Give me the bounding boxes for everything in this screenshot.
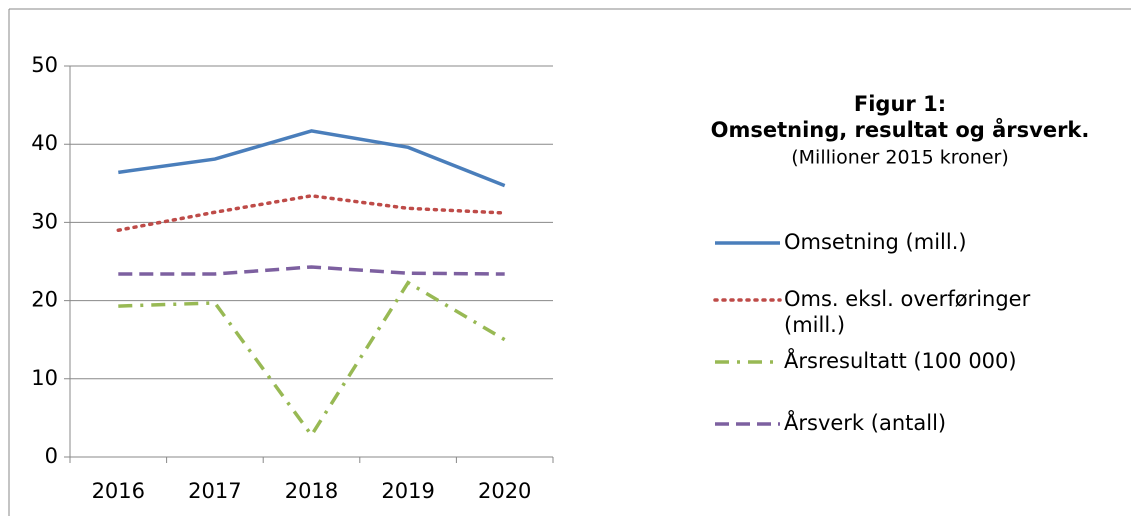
y-tick-label: 0 <box>45 444 58 468</box>
chart-subtitle: Omsetning, resultat og årsverk. <box>711 117 1090 142</box>
legend-item: Årsverk (antall) <box>784 411 947 435</box>
legend-label: Omsetning (mill.) <box>784 230 967 254</box>
x-tick-label: 2018 <box>285 479 338 503</box>
y-tick-label: 20 <box>31 288 58 312</box>
legend-item: Omsetning (mill.) <box>784 230 967 254</box>
x-tick-label: 2017 <box>188 479 241 503</box>
x-tick-label: 2020 <box>478 479 531 503</box>
x-tick-label: 2016 <box>92 479 145 503</box>
series-line <box>118 129 506 188</box>
legend-item: Oms. eksl. overføringer (mill.) <box>784 287 1031 337</box>
series-line <box>118 265 505 276</box>
legend-label: Årsresultatt (100 000) <box>784 349 1017 373</box>
chart-title: Figur 1: <box>854 92 946 116</box>
legend-label: Oms. eksl. overføringer (mill.) <box>784 287 1031 337</box>
series-line <box>116 194 507 232</box>
y-tick-label: 50 <box>31 53 58 77</box>
legend-item: Årsresultatt (100 000) <box>784 349 1017 373</box>
legend-label: Årsverk (antall) <box>784 411 947 435</box>
y-tick-label: 10 <box>31 366 58 390</box>
chart-note: (Millioner 2015 kroner) <box>791 147 1009 169</box>
y-tick-label: 30 <box>31 209 58 233</box>
x-tick-label: 2019 <box>381 479 434 503</box>
y-tick-label: 40 <box>31 131 58 155</box>
